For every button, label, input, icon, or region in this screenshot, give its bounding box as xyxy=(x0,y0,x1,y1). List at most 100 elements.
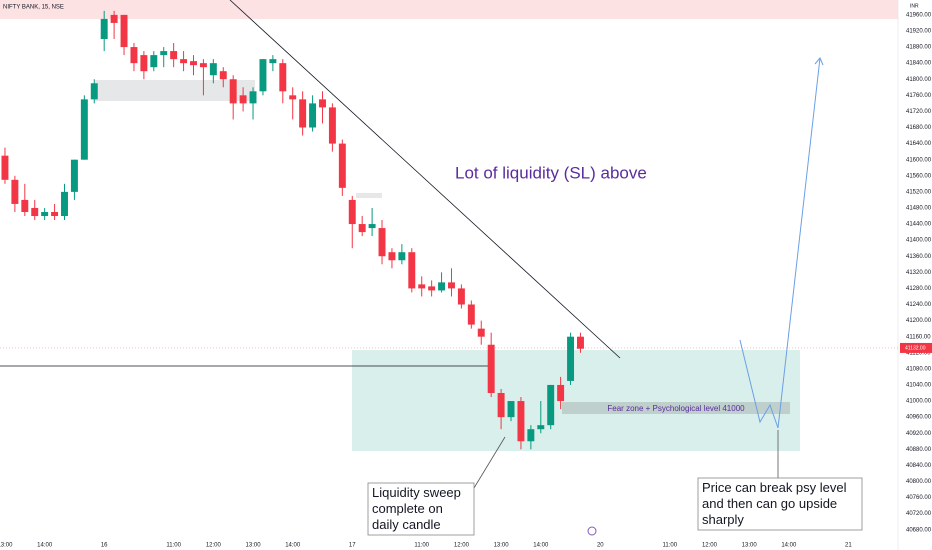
x-tick-label: 12:00 xyxy=(206,543,222,549)
candle-body xyxy=(100,18,108,40)
candle-body xyxy=(418,284,426,289)
candle-body xyxy=(190,61,197,66)
y-tick-label: 41520.00 xyxy=(906,189,932,195)
y-tick-label: 41320.00 xyxy=(906,270,932,276)
last-price-label: 41132.00 xyxy=(905,345,926,351)
candle-body xyxy=(309,103,317,128)
projection-arrow xyxy=(814,57,824,66)
candle-body xyxy=(90,83,98,100)
currency: INR xyxy=(910,3,919,9)
projection-path xyxy=(739,57,821,429)
y-tick-label: 41200.00 xyxy=(906,318,932,324)
candle-body xyxy=(140,55,148,72)
x-tick-label: 12:00 xyxy=(702,543,718,549)
x-tick-label: 20 xyxy=(597,543,604,549)
y-tick-label: 41280.00 xyxy=(906,286,932,292)
callout-text-box: Price can break psy level and then can g… xyxy=(702,480,847,527)
consolidation-zone xyxy=(95,80,255,101)
x-tick-label: 14:00 xyxy=(285,543,301,549)
candle-body xyxy=(21,199,29,212)
chart-title: NIFTY BANK, 15, NSE xyxy=(3,5,64,11)
candle-body xyxy=(11,179,19,204)
y-tick-label: 41720.00 xyxy=(906,109,932,115)
small-zone xyxy=(356,193,382,198)
y-tick-label: 41600.00 xyxy=(906,157,932,163)
x-tick-label: 17 xyxy=(349,543,356,549)
candle-body xyxy=(388,252,396,261)
candle-body xyxy=(557,384,565,402)
x-tick-label: 13:00 xyxy=(0,543,13,549)
y-tick-label: 41000.00 xyxy=(906,399,932,405)
candle-body xyxy=(398,252,406,261)
y-tick-label: 41440.00 xyxy=(906,222,932,228)
x-tick-label: 11:00 xyxy=(662,543,677,549)
candle-body xyxy=(328,107,336,144)
candle-body xyxy=(110,14,118,23)
x-tick-label: 21 xyxy=(845,543,852,549)
candle-body xyxy=(259,59,267,92)
candle-body xyxy=(239,95,247,104)
time-axis xyxy=(0,537,932,550)
fear-zone xyxy=(562,402,790,414)
candle-body xyxy=(517,401,525,442)
candle-body xyxy=(170,51,178,60)
callout-pointer xyxy=(473,436,506,489)
candle-body xyxy=(408,252,416,289)
y-tick-label: 41360.00 xyxy=(906,254,932,260)
candle-body xyxy=(577,336,584,349)
candle-body xyxy=(467,304,475,325)
y-tick-label: 41960.00 xyxy=(906,12,932,18)
y-tick-label: 40720.00 xyxy=(906,511,932,517)
callout-text-box: Liquidity sweep complete on daily candle xyxy=(372,485,461,532)
x-tick-label: 11:00 xyxy=(414,543,429,549)
y-tick-label: 40840.00 xyxy=(906,463,932,469)
candle-body xyxy=(199,63,207,68)
y-tick-label: 40880.00 xyxy=(906,447,932,453)
candle-body xyxy=(229,79,237,104)
candle-body xyxy=(180,59,188,64)
x-tick-label: 12:00 xyxy=(454,543,470,549)
y-tick-label: 41400.00 xyxy=(906,238,932,244)
candle-body xyxy=(31,207,39,217)
supply-zone xyxy=(0,0,898,19)
y-tick-label: 40960.00 xyxy=(906,415,932,421)
callout-box xyxy=(367,482,475,536)
candle-body xyxy=(547,384,555,426)
y-tick-label: 41760.00 xyxy=(906,93,932,99)
y-tick-label: 40920.00 xyxy=(906,431,932,437)
x-tick-label: 14:00 xyxy=(533,543,549,549)
candle-body xyxy=(497,392,505,418)
candle-body xyxy=(160,51,168,56)
candle-body xyxy=(70,159,78,192)
x-tick-label: 14:00 xyxy=(781,543,797,549)
fear-zone-label: Fear zone + Psychological level 41000 xyxy=(607,404,745,413)
price-axis xyxy=(898,0,932,550)
candle-body xyxy=(567,336,575,381)
callout-box xyxy=(697,477,863,531)
y-tick-label: 41640.00 xyxy=(906,141,932,147)
y-tick-label: 41240.00 xyxy=(906,302,932,308)
x-tick-label: 16 xyxy=(101,543,108,549)
candle-body xyxy=(438,282,446,291)
y-tick-label: 40680.00 xyxy=(906,527,932,533)
candle-body xyxy=(1,155,9,180)
y-tick-label: 41880.00 xyxy=(906,45,932,51)
candle-body xyxy=(457,288,465,305)
y-tick-label: 41160.00 xyxy=(906,334,931,340)
candle-body xyxy=(527,429,535,442)
event-icon[interactable] xyxy=(587,526,597,536)
liquidity-note: Lot of liquidity (SL) above xyxy=(455,163,647,182)
candle-body xyxy=(51,211,59,217)
y-tick-label: 40800.00 xyxy=(906,479,932,485)
candle-body xyxy=(507,401,515,418)
x-tick-label: 13:00 xyxy=(494,543,510,549)
callout-text: Liquidity sweep complete on daily candle xyxy=(372,485,461,532)
y-tick-label: 41480.00 xyxy=(906,206,932,212)
candle-body xyxy=(348,199,356,225)
candle-body xyxy=(358,224,366,233)
candle-body xyxy=(319,99,326,108)
candle-body xyxy=(537,425,545,430)
candle-body xyxy=(378,228,386,257)
candle-body xyxy=(279,63,287,92)
